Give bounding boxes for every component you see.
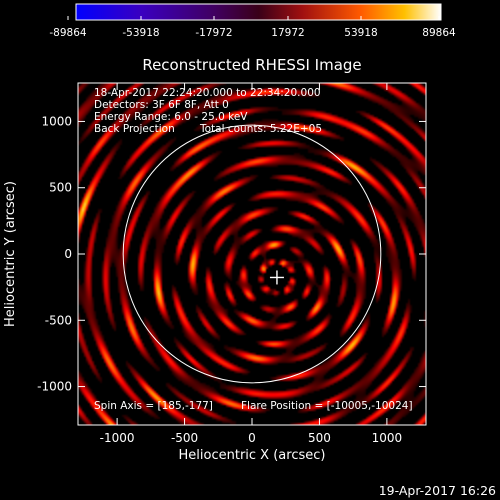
annotation-total-counts: Total counts: 5.22E+05 bbox=[199, 123, 322, 135]
solar-limb-circle bbox=[122, 124, 382, 384]
y-tick-label: 500 bbox=[49, 181, 72, 195]
y-tick-label: 1000 bbox=[41, 114, 72, 128]
x-tick-label: 500 bbox=[308, 431, 331, 445]
y-tick-label: 0 bbox=[64, 247, 72, 261]
colorbar-tick-label: -17972 bbox=[195, 27, 232, 39]
colorbar-tick-label: -53918 bbox=[122, 27, 159, 39]
y-axis-ticks: -1000 -500 0 500 1000 bbox=[37, 114, 426, 394]
y-axis-label: Heliocentric Y (arcsec) bbox=[3, 181, 18, 327]
x-tick-label: -1000 bbox=[100, 431, 135, 445]
colorbar-tick-label: 53918 bbox=[344, 27, 377, 39]
colorbar bbox=[75, 3, 442, 21]
footer-timestamp: 19-Apr-2017 16:26 bbox=[379, 483, 496, 498]
colorbar-tick-label: 89864 bbox=[422, 27, 456, 39]
annotation-spin-axis: Spin Axis = [185,-177] bbox=[94, 400, 213, 412]
annotation-time-range: 18-Apr-2017 22:24:20.000 to 22:34:20.000 bbox=[94, 87, 321, 99]
colorbar-tick-label: 17972 bbox=[271, 27, 304, 39]
x-axis-label: Heliocentric X (arcsec) bbox=[179, 448, 326, 463]
spin-axis-marker bbox=[269, 270, 284, 285]
annotation-energy-range: Energy Range: 6.0 - 25.0 keV bbox=[94, 111, 248, 123]
x-tick-label: 0 bbox=[248, 431, 256, 445]
x-tick-label: 1000 bbox=[372, 431, 403, 445]
annotation-method: Back Projection bbox=[94, 123, 175, 135]
heatmap-image bbox=[78, 83, 426, 425]
x-tick-label: -500 bbox=[171, 431, 198, 445]
x-axis-ticks: -1000 -500 0 500 1000 bbox=[100, 83, 402, 445]
y-tick-label: -1000 bbox=[37, 380, 72, 394]
y-tick-label: -500 bbox=[45, 313, 72, 327]
chart-title: Reconstructed RHESSI Image bbox=[142, 56, 361, 74]
annotation-flare-position: Flare Position = [-10005,-10024] bbox=[241, 400, 413, 412]
colorbar-tick-label: -89864 bbox=[49, 27, 87, 39]
colorbar-ticks: -89864 -53918 -17972 17972 53918 89864 bbox=[49, 16, 456, 39]
annotation-detectors: Detectors: 3F 6F 8F, Att 0 bbox=[94, 99, 229, 111]
